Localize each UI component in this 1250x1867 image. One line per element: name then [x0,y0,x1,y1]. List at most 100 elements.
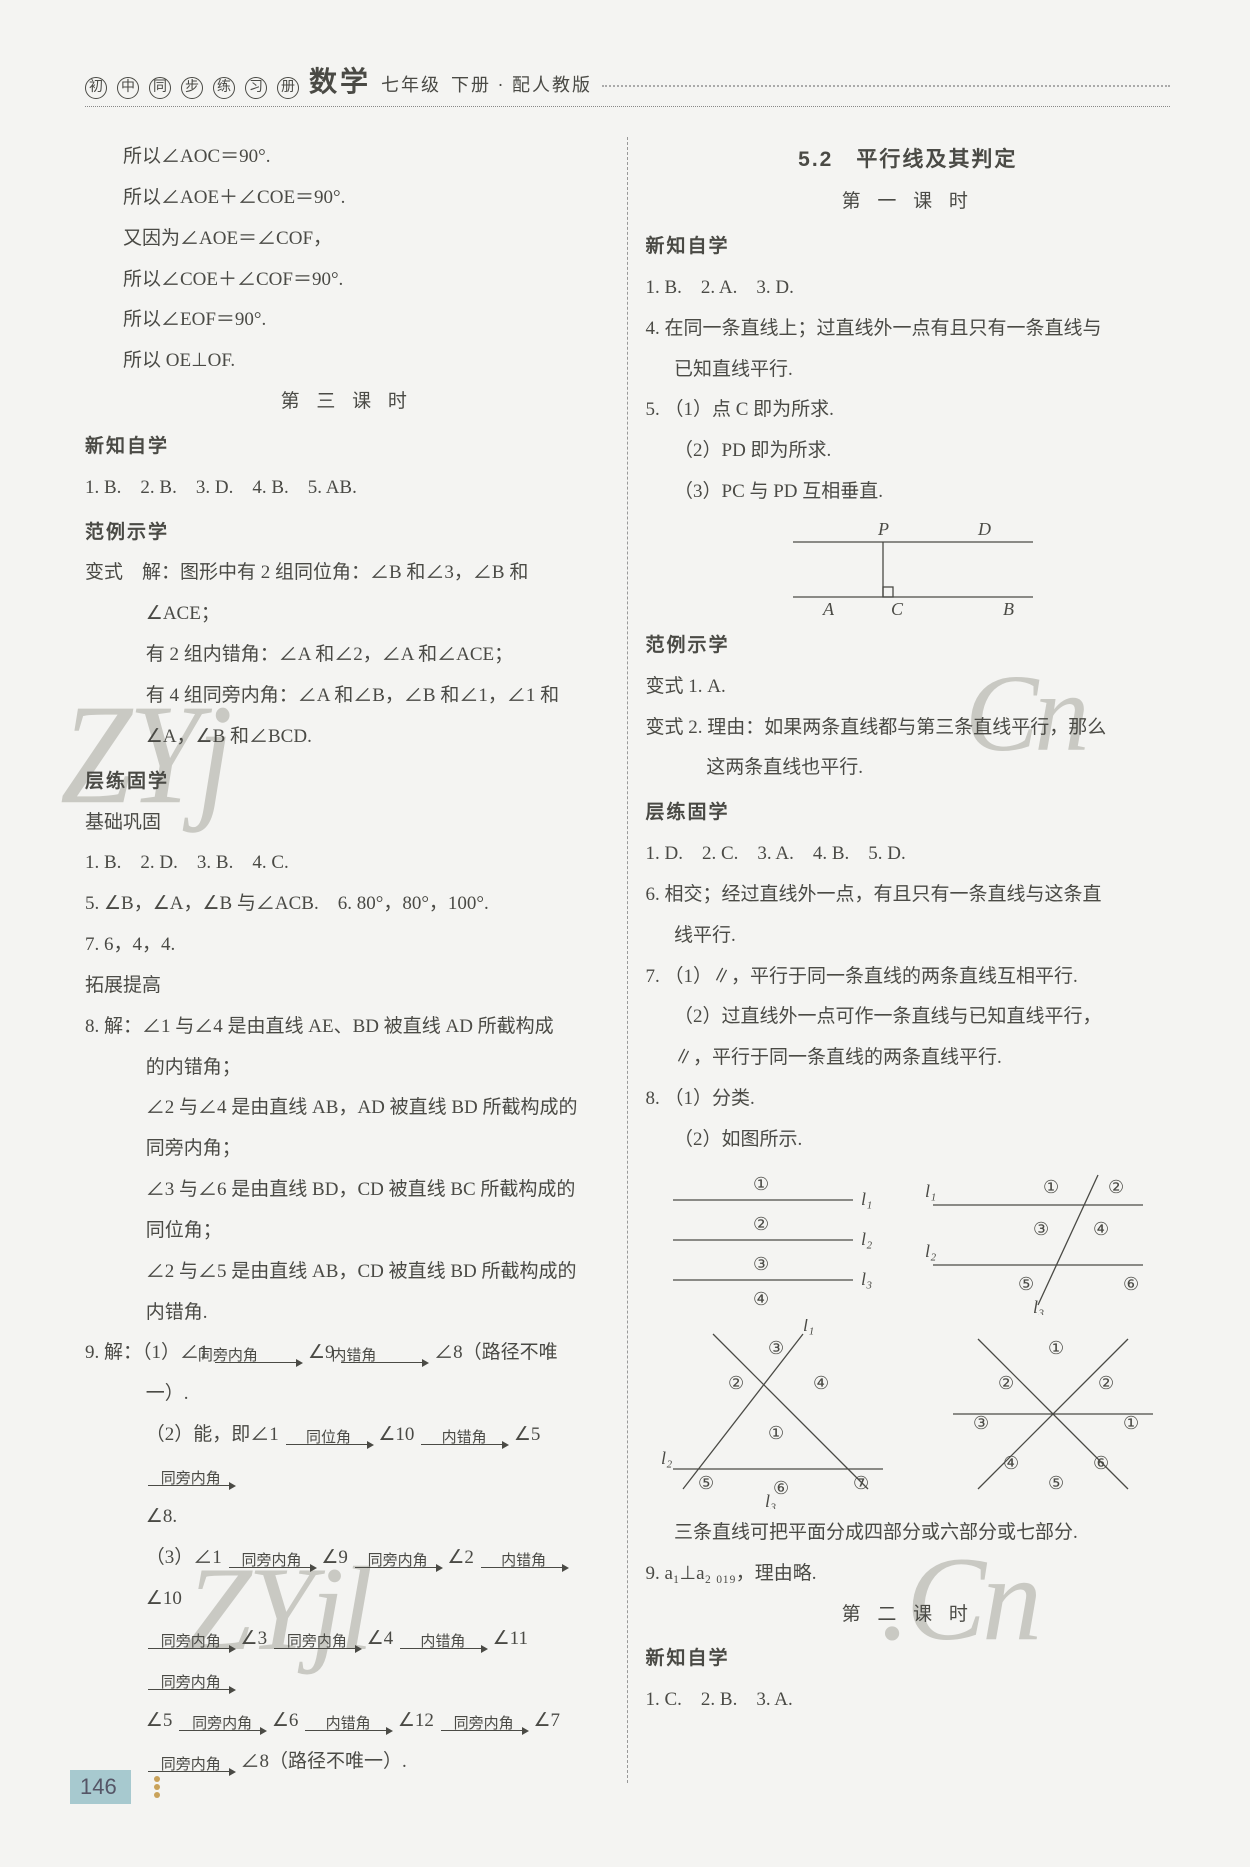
svg-text:③: ③ [973,1413,989,1433]
solution-line: 所以∠AOC＝90°. [123,137,609,178]
q7-line: 7. （1）∥，平行于同一条直线的两条直线互相平行. [646,957,1171,998]
q9-text: ∠5 [514,1424,541,1445]
svg-text:D: D [977,519,991,539]
q9-text: ∠2 [447,1547,474,1568]
header-subject: 数学 [309,60,371,100]
q8-line: ∠2 与∠4 是由直线 AB，AD 被直线 BD 所截构成的 [85,1088,609,1129]
svg-text:①: ① [753,1174,769,1194]
q6-line: 6. 相交；经过直线外一点，有且只有一条直线与这条直 [646,875,1171,916]
figure-q8-row2: ③ ② ④ ① ⑤ ⑥ ⑦ l₁ l₂ l₃ [646,1319,1171,1509]
svg-text:l₂: l₂ [925,1241,936,1261]
q9-text: ∠4 [367,1628,394,1649]
q9-line: （2）能，即∠1 同位角 ∠10 内错角 ∠5 同旁内角 [85,1415,609,1497]
svg-text:④: ④ [813,1373,829,1393]
svg-text:l₃: l₃ [765,1491,776,1509]
q9-line: 同旁内角 ∠3 同旁内角 ∠4 内错角 ∠11 同旁内角 [85,1619,609,1701]
example-line: 变式 解：图形中有 2 组同位角：∠B 和∠3，∠B 和 [85,553,609,594]
q9-text: ∠9 [321,1547,348,1568]
svg-text:l₂: l₂ [861,1229,872,1249]
answer-line: 7. 6，4，4. [85,925,609,966]
q9-text: ∠8（路径不唯一）. [241,1751,407,1772]
q9-text: ∠8（路径不唯 [434,1342,558,1363]
page-header: 初 中 同 步 练 习 册 数学 七年级 下册 · 配人教版 [85,60,1170,107]
solution-line: 所以 OE⊥OF. [123,341,609,382]
right-column: 5.2 平行线及其判定 第 一 课 时 新知自学 1. B. 2. A. 3. … [628,137,1171,1783]
arrow: 同旁内角 [148,1674,234,1690]
svg-text:③: ③ [753,1254,769,1274]
svg-text:A: A [822,599,835,619]
q9-text: ∠12 [398,1710,434,1731]
arrow: 同旁内角 [355,1552,441,1568]
q8-line: 的内错角； [85,1048,609,1089]
svg-text:C: C [891,599,904,619]
svg-text:l₃: l₃ [861,1269,872,1289]
arrow: 内错角 [305,1715,391,1731]
subsection: 基础巩固 [85,803,609,844]
answer-line: 5. ∠B，∠A，∠B 与∠ACB. 6. 80°，80°，100°. [85,884,609,925]
q9-text: ∠5 [146,1710,173,1731]
svg-text:l₃: l₃ [1033,1297,1044,1315]
q9-text: （3）∠1 [146,1547,222,1568]
lesson-title: 第 二 课 时 [646,1595,1171,1636]
svg-text:②: ② [1098,1373,1114,1393]
arrow: 内错角 [341,1347,427,1363]
page-number-decoration [148,1774,166,1800]
q8-line: 同位角； [85,1211,609,1252]
q5-line: （3）PC 与 PD 互相垂直. [646,472,1171,513]
example-line: ∠ACE； [85,594,609,635]
lesson-title: 第 一 课 时 [646,182,1171,223]
arrow: 同旁内角 [148,1756,234,1772]
header-circle: 同 [149,77,171,99]
q9-line: （3）∠1 同旁内角 ∠9 同旁内角 ∠2 内错角 ∠10 [85,1538,609,1620]
q8-line: 同旁内角； [85,1129,609,1170]
q9-text: ∠6 [272,1710,299,1731]
left-column: 所以∠AOC＝90°. 所以∠AOE＋∠COE＝90°. 又因为∠AOE＝∠CO… [85,137,628,1783]
q8-line: （2）如图所示. [646,1120,1171,1161]
solution-line: 所以∠AOE＋∠COE＝90°. [123,178,609,219]
page-number: 146 [70,1770,131,1804]
svg-text:③: ③ [768,1338,784,1358]
example-line: 变式 2. 理由：如果两条直线都与第三条直线平行，那么 [646,708,1171,749]
svg-text:①: ① [1043,1177,1059,1197]
header-circle: 册 [277,77,299,99]
header-circle: 习 [245,77,267,99]
q8-line: ∠2 与∠5 是由直线 AB，CD 被直线 BD 所截构成的 [85,1252,609,1293]
header-circle: 初 [85,77,107,99]
svg-text:②: ② [728,1373,744,1393]
q9-line: 9. a₁⊥a₂ ₀₁₉，理由略. [646,1554,1171,1595]
svg-text:⑦: ⑦ [853,1473,869,1493]
q9-text: ∠10 [146,1588,182,1609]
svg-text:B: B [1003,599,1014,619]
q9-line: ∠8. [85,1497,609,1538]
svg-text:④: ④ [753,1289,769,1309]
section-heading: 新知自学 [646,227,1171,268]
answer-line: 1. D. 2. C. 3. A. 4. B. 5. D. [646,834,1171,875]
q5-line: 5. （1）点 C 即为所求. [646,390,1171,431]
section-heading: 范例示学 [646,626,1171,667]
solution-line: 所以∠COE＋∠COF＝90°. [123,260,609,301]
header-dots [602,85,1170,87]
solution-line: 所以∠EOF＝90°. [123,300,609,341]
page-content: 初 中 同 步 练 习 册 数学 七年级 下册 · 配人教版 所以∠AOC＝90… [85,60,1170,1783]
section-heading: 新知自学 [85,427,609,468]
q7-line: ∥，平行于同一条直线的两条直线平行. [646,1038,1171,1079]
section-heading: 层练固学 [646,793,1171,834]
lesson-title: 第 三 课 时 [85,382,609,423]
q8-line: 8. （1）分类. [646,1079,1171,1120]
header-circle: 练 [213,77,235,99]
q9-text: ∠10 [378,1424,414,1445]
arrow: 内错角 [421,1429,507,1445]
svg-text:⑥: ⑥ [1093,1453,1109,1473]
q7-line: （2）过直线外一点可作一条直线与已知直线平行， [646,997,1171,1038]
section-heading: 新知自学 [646,1639,1171,1680]
example-line: 有 4 组同旁内角：∠A 和∠B，∠B 和∠1，∠1 和 [85,676,609,717]
svg-text:④: ④ [1093,1219,1109,1239]
figure-q5: P D A C B [646,517,1171,622]
example-line: 有 2 组内错角：∠A 和∠2，∠A 和∠ACE； [85,635,609,676]
svg-text:⑤: ⑤ [698,1473,714,1493]
q9-text: ∠11 [493,1628,528,1649]
example-line: ∠A，∠B 和∠BCD. [85,717,609,758]
solution-line: 又因为∠AOE＝∠COF， [123,219,609,260]
chapter-title: 5.2 平行线及其判定 [646,137,1171,182]
answer-line: 1. B. 2. D. 3. B. 4. C. [85,843,609,884]
